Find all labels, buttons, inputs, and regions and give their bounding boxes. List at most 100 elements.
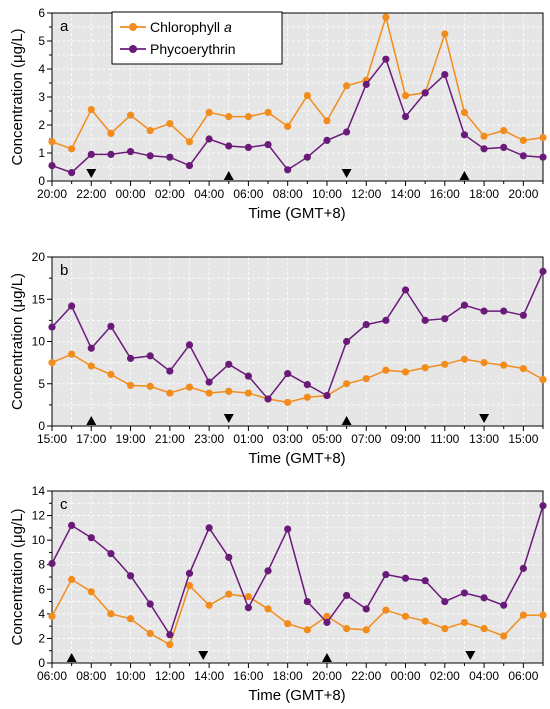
data-point-chlorophyll [539, 611, 547, 619]
data-point-chlorophyll [519, 364, 527, 373]
data-point-phycoerythrin [343, 591, 351, 600]
data-point-phycoerythrin [500, 307, 508, 315]
data-point-chlorophyll [166, 640, 174, 649]
x-tick-label: 23:00 [194, 432, 224, 446]
y-tick-label: 4 [38, 62, 45, 76]
y-tick-label: 14 [32, 484, 46, 498]
data-point-chlorophyll [166, 389, 174, 397]
x-tick-label: 04:00 [469, 669, 499, 683]
data-point-chlorophyll [460, 618, 469, 627]
data-point-phycoerythrin [205, 524, 213, 532]
data-point-phycoerythrin [185, 569, 194, 577]
data-point-phycoerythrin [362, 80, 370, 88]
legend-box [111, 11, 283, 65]
data-point-chlorophyll [303, 92, 311, 100]
data-point-phycoerythrin [460, 589, 469, 597]
data-point-phycoerythrin [107, 550, 115, 558]
data-point-chlorophyll [48, 612, 56, 620]
data-point-phycoerythrin [362, 321, 370, 329]
data-point-phycoerythrin [225, 142, 233, 150]
data-point-chlorophyll [225, 113, 233, 121]
data-point-phycoerythrin [185, 341, 194, 349]
data-point-phycoerythrin [225, 360, 233, 368]
data-point-chlorophyll [87, 588, 95, 596]
y-tick-label: 2 [38, 631, 45, 645]
x-tick-label: 04:00 [194, 187, 224, 201]
data-point-phycoerythrin [421, 316, 429, 324]
data-point-chlorophyll [185, 383, 194, 391]
data-point-chlorophyll [421, 617, 429, 625]
data-point-phycoerythrin [264, 141, 272, 149]
data-point-chlorophyll [343, 380, 351, 388]
x-tick-label: 07:00 [351, 432, 381, 446]
data-point-phycoerythrin [87, 344, 95, 352]
high-tide-marker [459, 171, 470, 180]
x-tick-label: 22:00 [351, 669, 381, 683]
low-tide-marker [86, 169, 97, 178]
low-tide-marker [479, 414, 490, 423]
chart-panel-b: 15:00 17:00 19:00 21:00 23:00 01:00 03:00 05:00… [9, 250, 547, 467]
x-axis-title: Time (GMT+8) [248, 450, 345, 467]
x-tick-label: 22:00 [76, 187, 106, 201]
data-point-chlorophyll [146, 382, 154, 390]
data-point-phycoerythrin [284, 525, 292, 533]
data-point-chlorophyll [244, 389, 252, 397]
data-point-chlorophyll [107, 370, 115, 379]
data-point-phycoerythrin [480, 145, 488, 153]
data-point-chlorophyll [401, 368, 410, 376]
data-point-chlorophyll [284, 122, 292, 130]
x-tick-label: 15:00 [37, 432, 67, 446]
data-point-chlorophyll [539, 134, 547, 142]
data-point-phycoerythrin [244, 372, 252, 380]
data-point-phycoerythrin [401, 286, 410, 294]
x-tick-label: 00:00 [391, 669, 421, 683]
data-point-chlorophyll [460, 355, 469, 363]
panel-letter: c [60, 496, 68, 513]
x-tick-label: 12:00 [351, 187, 381, 201]
data-point-chlorophyll [421, 364, 429, 372]
data-point-chlorophyll [519, 611, 527, 619]
data-point-chlorophyll [244, 593, 252, 601]
high-tide-marker [341, 416, 352, 425]
data-point-chlorophyll [48, 359, 56, 367]
y-tick-label: 20 [32, 250, 46, 264]
data-point-chlorophyll [460, 108, 469, 116]
x-axis-title: Time (GMT+8) [248, 205, 345, 222]
data-point-phycoerythrin [48, 559, 56, 568]
x-tick-label: 19:00 [116, 432, 146, 446]
data-point-phycoerythrin [441, 315, 449, 323]
data-point-chlorophyll [205, 108, 213, 116]
low-tide-marker [198, 651, 209, 660]
data-point-chlorophyll [205, 389, 213, 397]
x-tick-label: 20:00 [508, 187, 538, 201]
data-point-chlorophyll [68, 145, 76, 153]
data-point-phycoerythrin [519, 311, 527, 319]
y-tick-label: 6 [38, 582, 45, 596]
data-point-phycoerythrin [166, 153, 174, 161]
y-tick-label: 10 [32, 335, 46, 349]
data-point-phycoerythrin [441, 71, 449, 79]
data-point-chlorophyll [343, 625, 351, 633]
data-point-chlorophyll [126, 381, 135, 390]
y-tick-label: 4 [38, 607, 45, 621]
data-point-phycoerythrin [205, 378, 213, 386]
data-point-chlorophyll [244, 113, 252, 121]
data-point-phycoerythrin [303, 380, 311, 389]
data-point-phycoerythrin [68, 302, 76, 310]
data-point-chlorophyll [205, 601, 213, 609]
x-tick-label: 10:00 [312, 187, 342, 201]
data-point-phycoerythrin [205, 135, 213, 143]
data-point-chlorophyll [303, 626, 311, 634]
y-tick-label: 6 [38, 6, 45, 20]
x-tick-label: 05:00 [312, 432, 342, 446]
panel-letter: a [60, 18, 69, 35]
y-axis-title: Concentration (μg/L) [9, 28, 26, 165]
x-tick-label: 13:00 [469, 432, 499, 446]
x-tick-label: 06:00 [37, 669, 67, 683]
data-point-chlorophyll [441, 30, 449, 38]
data-point-chlorophyll [362, 626, 370, 634]
data-point-chlorophyll [519, 136, 527, 144]
data-point-phycoerythrin [539, 267, 547, 275]
data-point-phycoerythrin [284, 166, 292, 174]
